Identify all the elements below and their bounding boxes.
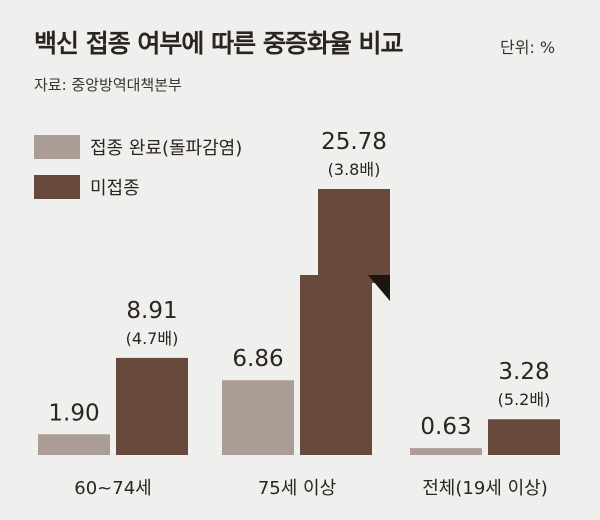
legend-label-unvaccinated: 미접종	[90, 178, 140, 199]
bar-unvaccinated-2	[488, 419, 560, 455]
bar-vaccinated-0	[38, 434, 110, 455]
category-label-0: 60~74세	[74, 478, 151, 499]
bar-unvaccinated-0	[116, 357, 188, 455]
legend-item-vaccinated: 접종 완료(돌파감염)	[34, 134, 242, 160]
bar-unvaccinated-1-upper	[318, 189, 390, 283]
legend-swatch-unvaccinated	[34, 175, 80, 199]
source-label: 자료: 중앙방역대책본부	[34, 76, 182, 94]
ratio-label-0: (4.7배)	[126, 329, 179, 348]
value-label-vaccinated-1: 6.86	[232, 346, 283, 372]
category-label-1: 75세 이상	[258, 478, 336, 499]
value-label-vaccinated-0: 1.90	[48, 400, 99, 426]
value-label-unvaccinated-1: 25.78	[321, 129, 387, 155]
category-label-2: 전체(19세 이상)	[422, 478, 547, 499]
value-label-vaccinated-2: 0.63	[420, 414, 471, 440]
chart-title: 백신 접종 여부에 따른 중증화율 비교	[34, 29, 404, 58]
value-label-unvaccinated-2: 3.28	[498, 359, 549, 385]
bar-unvaccinated-1-lower	[300, 275, 372, 455]
bar-vaccinated-1	[222, 380, 294, 455]
legend-label-vaccinated: 접종 완료(돌파감염)	[90, 138, 243, 159]
value-label-unvaccinated-0: 8.91	[126, 298, 177, 324]
bar-break-shadow	[368, 275, 390, 301]
legend-swatch-vaccinated	[34, 135, 80, 159]
unit-label: 단위: %	[500, 38, 556, 57]
bar-vaccinated-2	[410, 448, 482, 455]
legend-item-unvaccinated: 미접종	[34, 174, 140, 200]
ratio-label-2: (5.2배)	[498, 390, 551, 409]
ratio-label-1: (3.8배)	[328, 160, 381, 179]
